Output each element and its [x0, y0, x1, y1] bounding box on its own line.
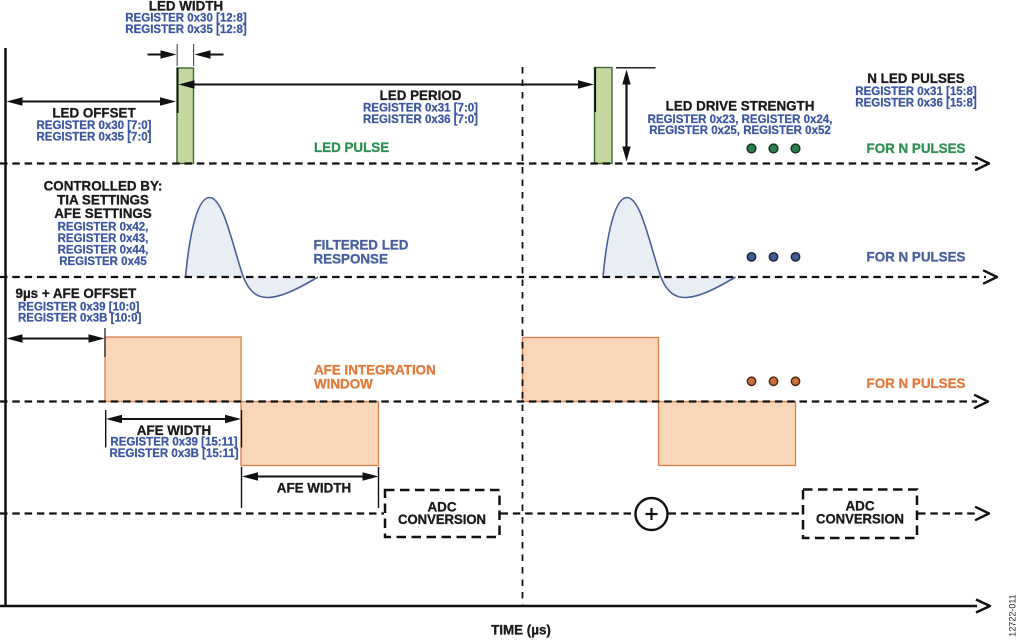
svg-text:REGISTER 0x45: REGISTER 0x45	[59, 256, 147, 268]
svg-text:TIME (µs): TIME (µs)	[491, 623, 551, 638]
svg-text:ADC: ADC	[427, 500, 456, 515]
svg-text:N LED PULSES: N LED PULSES	[867, 71, 965, 86]
svg-text:ADC: ADC	[845, 499, 874, 514]
svg-text:WINDOW: WINDOW	[314, 376, 373, 391]
svg-text:REGISTER 0x35 [7:0]: REGISTER 0x35 [7:0]	[36, 132, 151, 144]
svg-text:REGISTER 0x42,: REGISTER 0x42,	[58, 221, 149, 233]
svg-text:REGISTER 0x3B [10:0]: REGISTER 0x3B [10:0]	[18, 312, 142, 324]
svg-text:FOR N PULSES: FOR N PULSES	[867, 141, 966, 156]
svg-text:TIA SETTINGS: TIA SETTINGS	[57, 192, 149, 207]
svg-text:LED DRIVE STRENGTH: LED DRIVE STRENGTH	[666, 99, 815, 114]
svg-text:REGISTER 0x31 [7:0]: REGISTER 0x31 [7:0]	[363, 103, 478, 115]
svg-text:AFE WIDTH: AFE WIDTH	[277, 481, 351, 496]
svg-text:LED WIDTH: LED WIDTH	[149, 0, 223, 14]
svg-text:REGISTER 0x36 [15:8]: REGISTER 0x36 [15:8]	[855, 98, 977, 110]
svg-text:CONVERSION: CONVERSION	[398, 512, 486, 527]
svg-text:FOR N PULSES: FOR N PULSES	[867, 376, 966, 391]
svg-text:REGISTER 0x36 [7:0]: REGISTER 0x36 [7:0]	[363, 114, 478, 126]
svg-text:REGISTER 0x43,: REGISTER 0x43,	[58, 233, 149, 245]
svg-text:REGISTER 0x25, REGISTER 0x52: REGISTER 0x25, REGISTER 0x52	[649, 125, 831, 137]
svg-text:REGISTER 0x3B [15:11]: REGISTER 0x3B [15:11]	[109, 448, 238, 460]
svg-text:12722-011: 12722-011	[1008, 594, 1018, 636]
svg-text:REGISTER 0x30 [7:0]: REGISTER 0x30 [7:0]	[36, 120, 151, 132]
svg-text:REGISTER 0x23, REGISTER 0x24,: REGISTER 0x23, REGISTER 0x24,	[648, 114, 833, 126]
svg-text:LED OFFSET: LED OFFSET	[52, 106, 136, 121]
svg-text:RESPONSE: RESPONSE	[314, 251, 388, 266]
svg-text:AFE WIDTH: AFE WIDTH	[137, 423, 211, 438]
svg-text:REGISTER 0x39 [10:0]: REGISTER 0x39 [10:0]	[18, 301, 140, 313]
svg-text:REGISTER 0x35 [12:8]: REGISTER 0x35 [12:8]	[125, 24, 247, 36]
svg-text:AFE INTEGRATION: AFE INTEGRATION	[314, 363, 436, 378]
svg-text:LED PULSE: LED PULSE	[314, 140, 389, 155]
svg-text:REGISTER 0x39 [15:11]: REGISTER 0x39 [15:11]	[110, 437, 237, 449]
svg-text:CONVERSION: CONVERSION	[816, 512, 904, 527]
svg-text:CONTROLLED BY:: CONTROLLED BY:	[44, 178, 163, 193]
svg-text:REGISTER 0x31 [15:8]: REGISTER 0x31 [15:8]	[855, 86, 977, 98]
svg-text:AFE SETTINGS: AFE SETTINGS	[54, 206, 152, 221]
svg-text:LED PERIOD: LED PERIOD	[380, 88, 462, 103]
svg-text:9µs + AFE OFFSET: 9µs + AFE OFFSET	[16, 286, 138, 301]
svg-text:REGISTER 0x44,: REGISTER 0x44,	[58, 244, 149, 256]
svg-text:REGISTER 0x30 [12:8]: REGISTER 0x30 [12:8]	[125, 13, 247, 25]
svg-text:FILTERED LED: FILTERED LED	[314, 237, 409, 252]
svg-text:FOR N PULSES: FOR N PULSES	[867, 250, 966, 265]
